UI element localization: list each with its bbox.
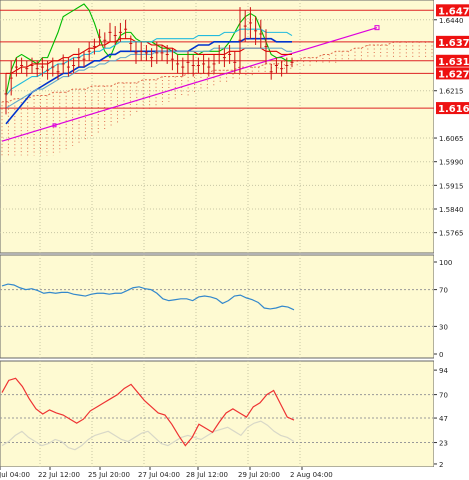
osc2-tick-label: 94 — [439, 367, 448, 375]
oscillator-2-line — [1, 420, 295, 451]
ichimoku-cloud — [1, 41, 433, 156]
price-tick-label: 1.6065 — [439, 135, 464, 143]
time-tick-label: 27 Jul 04:00 — [138, 471, 180, 479]
level-tag-1.637 — [436, 35, 469, 48]
level-tag-1.627 — [436, 67, 469, 80]
oscillator-2-panel — [0, 360, 435, 468]
level-label: 1.647 — [438, 6, 469, 17]
oscillator-1-line — [1, 283, 295, 311]
price-bars — [4, 7, 294, 115]
level-label: 1.616 — [438, 104, 469, 115]
price-series-line — [5, 28, 293, 96]
price-series — [5, 3, 293, 125]
level-label: 1.637 — [438, 38, 469, 49]
oscillator-2-y-axis: 94 70 47 23 2 — [434, 367, 448, 469]
osc1-tick-label: 0 — [439, 351, 443, 359]
price-tick-label: 1.6215 — [439, 88, 464, 96]
level-label: 1.627 — [438, 69, 469, 80]
time-tick-label: 22 Jul 12:00 — [38, 471, 80, 479]
osc1-tick-label: 30 — [439, 323, 448, 331]
price-tick-label: 1.5765 — [439, 230, 464, 238]
trend-line — [1, 27, 378, 142]
time-tick-label: 29 Jul 20:00 — [238, 471, 280, 479]
trendline — [1, 25, 380, 142]
price-tick-label: 1.6440 — [439, 17, 464, 25]
price-tick-label: 1.5915 — [439, 182, 464, 190]
osc2-tick-label: 2 — [439, 461, 443, 469]
osc2-tick-label: 70 — [439, 392, 448, 400]
price-series-line — [5, 37, 292, 125]
osc2-tick-label: 47 — [439, 415, 448, 423]
oscillator-1-grid — [0, 255, 434, 358]
oscillator-1-panel — [0, 254, 435, 359]
oscillator-2-series — [1, 377, 295, 451]
right-axis-bg — [434, 0, 469, 480]
level-label: 1.631 — [438, 57, 469, 68]
price-y-axis: 1.6440 1.6215 1.6065 1.5990 1.5915 1.5840 1.57… — [434, 17, 464, 238]
osc1-tick-label: 70 — [439, 287, 448, 295]
time-tick-label: 2 Aug 04:00 — [290, 471, 333, 479]
time-tick-label: 25 Jul 20:00 — [88, 471, 130, 479]
oscillator-1-y-axis: 100 70 30 0 — [434, 259, 452, 359]
level-tag-1.631 — [436, 54, 469, 67]
oscillator-2-grid — [0, 361, 434, 467]
level-tag-1.647 — [436, 4, 469, 17]
time-tick-label: 28 Jul 12:00 — [186, 471, 228, 479]
osc1-tick-label: 100 — [439, 259, 452, 267]
time-axis: 31 Jul 04:00 22 Jul 12:00 25 Jul 20:00 27 J… — [0, 467, 333, 479]
level-tag-1.616 — [436, 102, 469, 115]
time-tick-label: 31 Jul 04:00 — [0, 471, 30, 479]
oscillator-2-line — [1, 377, 295, 447]
price-tick-label: 1.5990 — [439, 159, 464, 167]
price-series-line — [5, 47, 292, 109]
oscillator-1-series — [1, 283, 295, 311]
price-tick-label: 1.5840 — [439, 206, 464, 214]
bottom-axis-bg — [0, 467, 434, 480]
price-panel — [0, 0, 435, 254]
trend-handle[interactable] — [374, 25, 380, 31]
osc2-tick-label: 23 — [439, 440, 448, 448]
trend-anchor[interactable] — [52, 123, 57, 128]
